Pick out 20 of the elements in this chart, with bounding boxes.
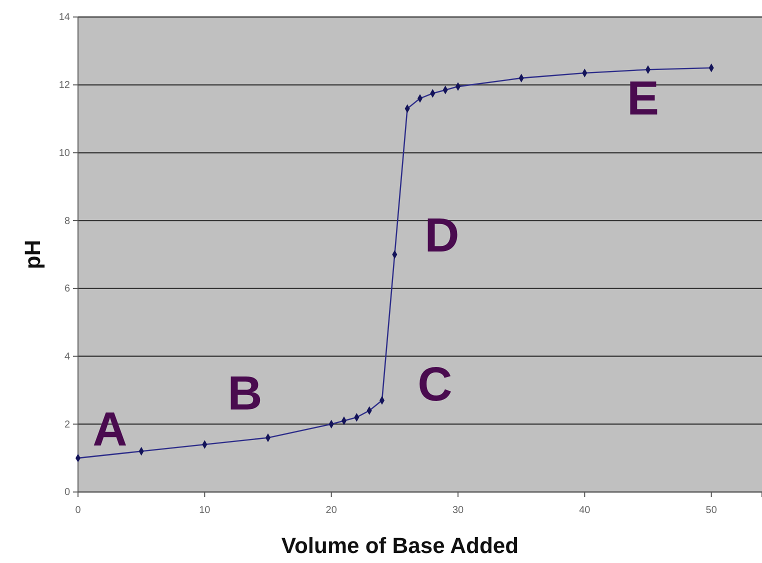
y-tick-label: 10	[58, 148, 70, 159]
x-tick-label: 0	[75, 505, 82, 516]
x-tick-label: 50	[706, 505, 718, 516]
y-tick-label: 8	[64, 216, 70, 227]
x-tick-label: 10	[199, 505, 211, 516]
y-axis-title: pH	[20, 240, 45, 270]
annotation: C	[418, 358, 452, 412]
y-tick-label: 12	[58, 80, 70, 92]
y-tick-label: 2	[64, 419, 70, 430]
y-tick-label: 14	[58, 12, 70, 24]
x-tick-label: 40	[579, 505, 591, 516]
annotation: D	[424, 210, 460, 262]
y-tick-label: 6	[64, 284, 70, 295]
y-tick-label: 0	[64, 487, 70, 498]
x-tick-label: 30	[452, 505, 464, 516]
annotation: B	[228, 368, 262, 420]
x-axis-title: Volume of Base Added	[281, 533, 519, 558]
x-tick-label: 20	[326, 505, 338, 516]
annotation: E	[626, 72, 660, 126]
y-tick-label: 4	[64, 351, 70, 362]
